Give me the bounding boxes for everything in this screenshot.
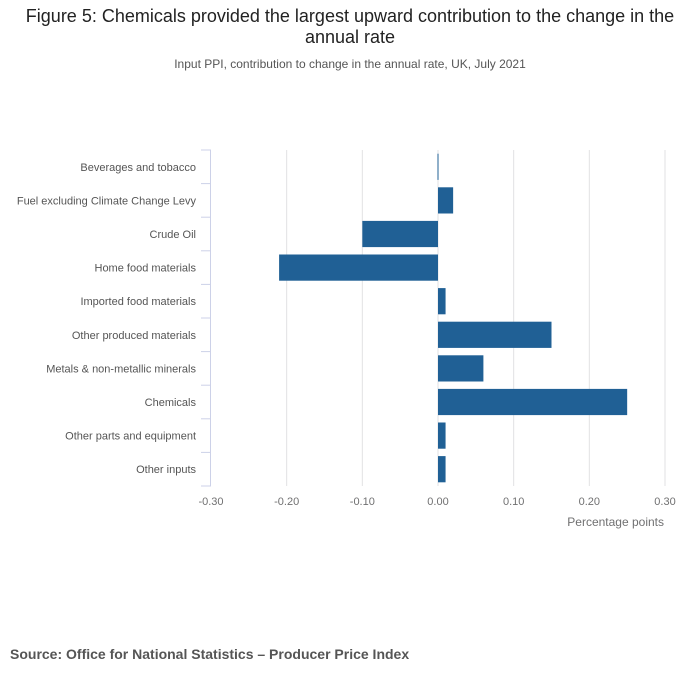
bar bbox=[438, 456, 446, 483]
bar bbox=[438, 187, 454, 214]
x-tick-label: -0.30 bbox=[198, 496, 223, 508]
category-label: Other produced materials bbox=[72, 330, 197, 342]
category-label: Chemicals bbox=[145, 397, 197, 409]
x-tick-label: 0.30 bbox=[654, 496, 675, 508]
x-tick-label: 0.00 bbox=[427, 496, 448, 508]
x-tick-label: 0.10 bbox=[503, 496, 524, 508]
category-axis bbox=[201, 149, 211, 487]
bar-series bbox=[279, 153, 628, 483]
bar bbox=[438, 422, 446, 449]
chart-subtitle: Input PPI, contribution to change in the… bbox=[174, 57, 526, 71]
bar bbox=[438, 355, 484, 382]
bar bbox=[362, 220, 438, 248]
bar bbox=[438, 388, 628, 416]
x-tick-label: 0.20 bbox=[579, 496, 600, 508]
category-label: Beverages and tobacco bbox=[80, 162, 196, 174]
category-label: Home food materials bbox=[95, 263, 197, 275]
source-note: Source: Office for National Statistics –… bbox=[10, 646, 410, 662]
bar bbox=[279, 254, 438, 281]
category-labels: Beverages and tobacco Fuel excluding Clim… bbox=[17, 162, 197, 476]
chart-title: Figure 5: Chemicals provided the largest… bbox=[25, 6, 675, 47]
category-label: Metals & non-metallic minerals bbox=[46, 363, 196, 375]
category-label: Other parts and equipment bbox=[65, 431, 196, 443]
category-label: Crude Oil bbox=[150, 229, 196, 241]
category-label: Other inputs bbox=[136, 464, 196, 476]
bar bbox=[438, 288, 446, 315]
x-axis-title: Percentage points bbox=[567, 515, 664, 529]
bar bbox=[437, 153, 439, 180]
category-label: Imported food materials bbox=[80, 296, 196, 308]
value-axis: -0.30 -0.20 -0.10 0.00 0.10 0.20 0.30 bbox=[198, 496, 675, 508]
category-label: Fuel excluding Climate Change Levy bbox=[17, 195, 197, 207]
x-tick-label: -0.20 bbox=[274, 496, 299, 508]
x-tick-label: -0.10 bbox=[350, 496, 375, 508]
gridlines bbox=[286, 150, 666, 486]
bar bbox=[438, 321, 552, 348]
